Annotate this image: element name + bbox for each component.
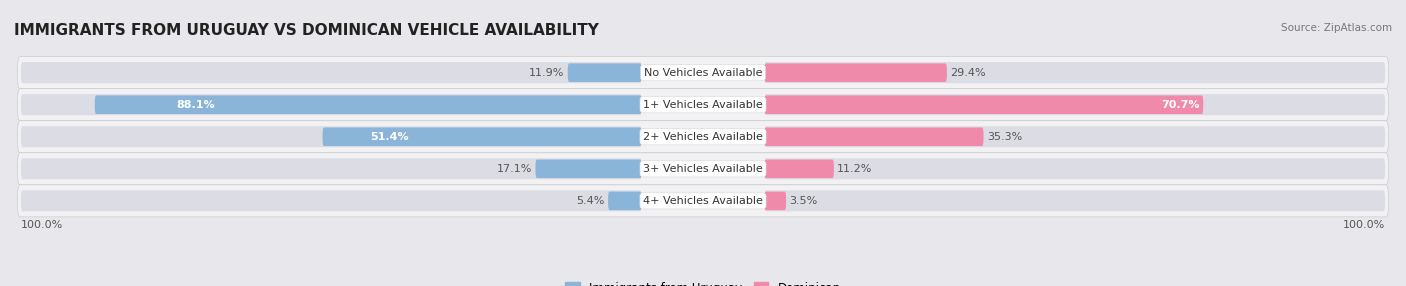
FancyBboxPatch shape — [21, 190, 641, 211]
Text: 70.7%: 70.7% — [1161, 100, 1199, 110]
Text: 51.4%: 51.4% — [370, 132, 409, 142]
Text: 88.1%: 88.1% — [177, 100, 215, 110]
Text: 4+ Vehicles Available: 4+ Vehicles Available — [643, 196, 763, 206]
Text: 100.0%: 100.0% — [21, 220, 63, 230]
FancyBboxPatch shape — [568, 63, 641, 82]
FancyBboxPatch shape — [765, 128, 984, 146]
FancyBboxPatch shape — [536, 160, 641, 178]
Text: 35.3%: 35.3% — [987, 132, 1022, 142]
Text: 2+ Vehicles Available: 2+ Vehicles Available — [643, 132, 763, 142]
Text: 100.0%: 100.0% — [1343, 220, 1385, 230]
Text: 17.1%: 17.1% — [496, 164, 531, 174]
FancyBboxPatch shape — [17, 57, 1389, 89]
FancyBboxPatch shape — [21, 62, 641, 83]
Text: 29.4%: 29.4% — [950, 68, 986, 78]
FancyBboxPatch shape — [17, 185, 1389, 217]
FancyBboxPatch shape — [765, 63, 946, 82]
Text: 5.4%: 5.4% — [576, 196, 605, 206]
Text: Source: ZipAtlas.com: Source: ZipAtlas.com — [1281, 23, 1392, 33]
FancyBboxPatch shape — [765, 126, 1385, 147]
FancyBboxPatch shape — [94, 96, 641, 114]
FancyBboxPatch shape — [765, 158, 1385, 179]
FancyBboxPatch shape — [765, 94, 1385, 115]
FancyBboxPatch shape — [765, 160, 834, 178]
FancyBboxPatch shape — [322, 128, 641, 146]
FancyBboxPatch shape — [17, 153, 1389, 185]
Text: 11.2%: 11.2% — [838, 164, 873, 174]
FancyBboxPatch shape — [17, 121, 1389, 153]
Text: 11.9%: 11.9% — [529, 68, 564, 78]
FancyBboxPatch shape — [765, 96, 1204, 114]
FancyBboxPatch shape — [21, 126, 641, 147]
Text: 3+ Vehicles Available: 3+ Vehicles Available — [643, 164, 763, 174]
Text: IMMIGRANTS FROM URUGUAY VS DOMINICAN VEHICLE AVAILABILITY: IMMIGRANTS FROM URUGUAY VS DOMINICAN VEH… — [14, 23, 599, 38]
FancyBboxPatch shape — [765, 62, 1385, 83]
FancyBboxPatch shape — [21, 94, 641, 115]
FancyBboxPatch shape — [17, 89, 1389, 121]
FancyBboxPatch shape — [21, 158, 641, 179]
Text: 3.5%: 3.5% — [790, 196, 818, 206]
FancyBboxPatch shape — [765, 190, 1385, 211]
Text: No Vehicles Available: No Vehicles Available — [644, 68, 762, 78]
Legend: Immigrants from Uruguay, Dominican: Immigrants from Uruguay, Dominican — [561, 277, 845, 286]
Text: 1+ Vehicles Available: 1+ Vehicles Available — [643, 100, 763, 110]
FancyBboxPatch shape — [765, 192, 786, 210]
FancyBboxPatch shape — [607, 192, 641, 210]
